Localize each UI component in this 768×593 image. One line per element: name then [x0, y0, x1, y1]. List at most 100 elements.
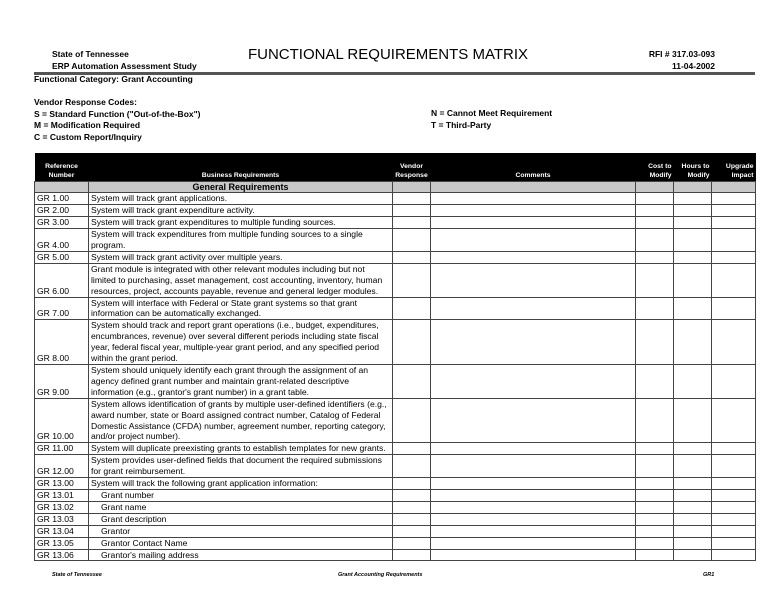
upgrade-cell[interactable]	[711, 204, 756, 218]
comments-cell[interactable]	[430, 216, 636, 230]
hours-cell[interactable]	[673, 319, 712, 365]
cost-cell[interactable]	[635, 454, 674, 479]
cost-cell[interactable]	[635, 296, 674, 321]
vendor-response-cell[interactable]	[392, 477, 431, 490]
vendor-response-cell[interactable]	[392, 488, 431, 502]
upgrade-cell[interactable]	[711, 216, 756, 230]
vendor-response-cell[interactable]	[392, 364, 431, 399]
hours-cell[interactable]	[673, 500, 712, 514]
cost-cell[interactable]	[635, 250, 674, 264]
cost-cell[interactable]	[635, 488, 674, 502]
upgrade-cell[interactable]	[711, 397, 756, 444]
vendor-response-cell[interactable]	[392, 397, 431, 444]
requirement-cell: System should uniquely identify each gra…	[88, 364, 393, 399]
hours-cell[interactable]	[673, 397, 712, 444]
vendor-response-cell[interactable]	[392, 500, 431, 514]
cost-cell[interactable]	[635, 228, 674, 252]
upgrade-cell[interactable]	[711, 319, 756, 365]
hours-cell[interactable]	[673, 548, 712, 562]
upgrade-cell[interactable]	[711, 454, 756, 479]
cost-cell[interactable]	[635, 216, 674, 230]
hours-cell[interactable]	[673, 262, 712, 298]
comments-cell[interactable]	[430, 228, 636, 252]
upgrade-cell[interactable]	[711, 477, 756, 490]
vendor-response-cell[interactable]	[392, 512, 431, 526]
cost-cell[interactable]	[635, 548, 674, 562]
vendor-response-cell[interactable]	[392, 442, 431, 456]
cost-cell[interactable]	[635, 364, 674, 399]
upgrade-cell[interactable]	[711, 364, 756, 399]
vendor-response-cell[interactable]	[392, 524, 431, 538]
hours-cell[interactable]	[673, 454, 712, 479]
upgrade-cell[interactable]	[711, 548, 756, 562]
upgrade-cell[interactable]	[711, 296, 756, 321]
upgrade-cell[interactable]	[711, 488, 756, 502]
code-n: N = Cannot Meet Requirement	[431, 108, 553, 118]
upgrade-cell[interactable]	[711, 262, 756, 298]
upgrade-cell[interactable]	[711, 192, 756, 206]
vendor-response-cell[interactable]	[392, 319, 431, 365]
hours-cell[interactable]	[673, 228, 712, 252]
cost-cell[interactable]	[635, 442, 674, 456]
vendor-response-cell[interactable]	[392, 204, 431, 218]
comments-cell[interactable]	[430, 397, 636, 444]
hours-cell[interactable]	[673, 296, 712, 321]
cost-cell[interactable]	[635, 512, 674, 526]
comments-cell[interactable]	[430, 512, 636, 526]
cost-cell[interactable]	[635, 319, 674, 365]
section-title: General Requirements	[88, 180, 393, 194]
vendor-response-cell[interactable]	[392, 216, 431, 230]
hours-cell[interactable]	[673, 536, 712, 550]
comments-cell[interactable]	[430, 548, 636, 562]
comments-cell[interactable]	[430, 296, 636, 321]
cost-cell[interactable]	[635, 204, 674, 218]
upgrade-cell[interactable]	[711, 524, 756, 538]
hours-cell[interactable]	[673, 477, 712, 490]
vendor-response-cell[interactable]	[392, 262, 431, 298]
vendor-response-cell[interactable]	[392, 548, 431, 562]
upgrade-cell[interactable]	[711, 442, 756, 456]
table-header: Reference Number Business Requirements V…	[34, 153, 756, 181]
vendor-response-cell[interactable]	[392, 192, 431, 206]
cost-cell[interactable]	[635, 536, 674, 550]
vendor-response-cell[interactable]	[392, 454, 431, 479]
cost-cell[interactable]	[635, 477, 674, 490]
vendor-response-cell[interactable]	[392, 228, 431, 252]
upgrade-cell[interactable]	[711, 536, 756, 550]
comments-cell[interactable]	[430, 454, 636, 479]
upgrade-cell[interactable]	[711, 500, 756, 514]
cost-cell[interactable]	[635, 262, 674, 298]
upgrade-cell[interactable]	[711, 250, 756, 264]
vendor-response-cell[interactable]	[392, 536, 431, 550]
comments-cell[interactable]	[430, 524, 636, 538]
comments-cell[interactable]	[430, 319, 636, 365]
requirements-table: Reference Number Business Requirements V…	[34, 153, 756, 562]
hours-cell[interactable]	[673, 250, 712, 264]
comments-cell[interactable]	[430, 250, 636, 264]
hours-cell[interactable]	[673, 512, 712, 526]
vendor-response-cell[interactable]	[392, 296, 431, 321]
cost-cell[interactable]	[635, 500, 674, 514]
hours-cell[interactable]	[673, 192, 712, 206]
hours-cell[interactable]	[673, 488, 712, 502]
cost-cell[interactable]	[635, 397, 674, 444]
comments-cell[interactable]	[430, 488, 636, 502]
cost-cell[interactable]	[635, 192, 674, 206]
hours-cell[interactable]	[673, 524, 712, 538]
vendor-response-cell[interactable]	[392, 250, 431, 264]
comments-cell[interactable]	[430, 262, 636, 298]
upgrade-cell[interactable]	[711, 228, 756, 252]
comments-cell[interactable]	[430, 500, 636, 514]
comments-cell[interactable]	[430, 204, 636, 218]
comments-cell[interactable]	[430, 192, 636, 206]
hours-cell[interactable]	[673, 216, 712, 230]
upgrade-cell[interactable]	[711, 512, 756, 526]
comments-cell[interactable]	[430, 536, 636, 550]
cost-cell[interactable]	[635, 524, 674, 538]
hours-cell[interactable]	[673, 204, 712, 218]
comments-cell[interactable]	[430, 364, 636, 399]
hours-cell[interactable]	[673, 364, 712, 399]
hours-cell[interactable]	[673, 442, 712, 456]
comments-cell[interactable]	[430, 477, 636, 490]
comments-cell[interactable]	[430, 442, 636, 456]
